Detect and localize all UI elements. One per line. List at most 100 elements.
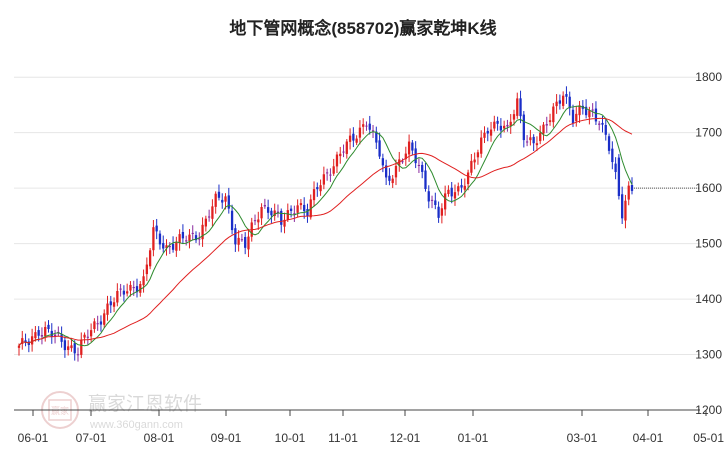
candles (17, 86, 634, 362)
candle (260, 207, 263, 219)
candle (296, 205, 299, 213)
candle (96, 323, 99, 325)
candle (578, 105, 581, 116)
candle (384, 165, 388, 178)
candle (362, 124, 365, 127)
candle (450, 187, 453, 197)
candle (555, 101, 558, 107)
candle (122, 290, 126, 295)
candle (532, 136, 535, 144)
candle (463, 185, 466, 190)
y-tick-label: 1400 (695, 292, 722, 306)
candle (480, 137, 483, 154)
candle (407, 141, 411, 155)
candle (230, 210, 234, 231)
candle (227, 195, 230, 209)
candle (158, 233, 162, 245)
candle (148, 250, 152, 267)
candle (630, 184, 634, 191)
candle (221, 199, 224, 203)
candle (283, 219, 286, 227)
candle (604, 125, 607, 135)
x-axis-labels: 06-01 07-01 08-01 09-01 10-01 11-01 12-01 01-01… (18, 431, 725, 445)
candle (545, 124, 548, 126)
candle (342, 151, 345, 153)
candle (535, 143, 539, 146)
candle (558, 100, 562, 104)
candle (73, 343, 76, 354)
candle (607, 136, 611, 151)
candle (139, 284, 142, 293)
candle (198, 238, 201, 240)
candle (427, 191, 430, 202)
candle (109, 301, 112, 306)
candle (516, 98, 519, 116)
candle (470, 160, 473, 173)
candle (135, 286, 139, 293)
candle (506, 124, 509, 127)
x-tick-label: 11-01 (328, 431, 358, 445)
candle (240, 239, 244, 241)
candle (21, 338, 24, 345)
candle (47, 324, 50, 330)
candle (378, 140, 381, 157)
candle (247, 236, 250, 250)
candle (424, 170, 427, 190)
candle (312, 189, 316, 201)
candle (234, 228, 237, 245)
candle (421, 164, 424, 172)
candle (493, 121, 496, 129)
candle (194, 235, 198, 241)
candle (611, 148, 614, 163)
candle (414, 148, 417, 164)
candle (83, 334, 86, 338)
candle (352, 133, 355, 141)
candle (417, 164, 421, 166)
candle (217, 191, 221, 198)
candle (303, 204, 306, 212)
candle (319, 185, 322, 192)
candle (552, 106, 555, 123)
candle (512, 114, 516, 120)
candle (371, 130, 375, 132)
candle (457, 186, 460, 192)
watermark-url: www.360gann.com (89, 419, 183, 431)
chart-title: 地下管网概念(858702)赢家乾坤K线 (229, 19, 497, 38)
candle (565, 94, 568, 97)
candle (365, 125, 368, 127)
candle (325, 172, 329, 174)
candle (273, 210, 276, 216)
candle (112, 302, 116, 307)
candle (165, 245, 168, 249)
x-tick-label: 09-01 (211, 431, 242, 445)
candle (293, 213, 296, 215)
candle (348, 135, 352, 142)
candle (171, 243, 175, 250)
candle (394, 165, 398, 178)
candle (178, 234, 181, 244)
candle (76, 354, 80, 356)
candle (598, 123, 601, 125)
candle (270, 210, 273, 216)
candle (430, 199, 434, 201)
candle (132, 286, 135, 289)
x-tick-label: 12-01 (390, 431, 421, 445)
candle (181, 232, 185, 239)
candle (316, 187, 319, 190)
moving-averages (18, 105, 633, 347)
candle (93, 321, 96, 330)
candle (224, 196, 227, 202)
candle (571, 109, 575, 124)
candle (99, 321, 103, 325)
candle (368, 123, 371, 130)
y-tick-label: 1500 (695, 237, 722, 251)
candle (201, 224, 204, 240)
candle (499, 125, 503, 131)
candle (80, 339, 83, 355)
y-tick-label: 1300 (695, 348, 722, 362)
candle (53, 334, 57, 337)
candle (529, 137, 532, 141)
candle (404, 153, 407, 160)
x-axis (14, 409, 707, 416)
candle (145, 264, 148, 275)
